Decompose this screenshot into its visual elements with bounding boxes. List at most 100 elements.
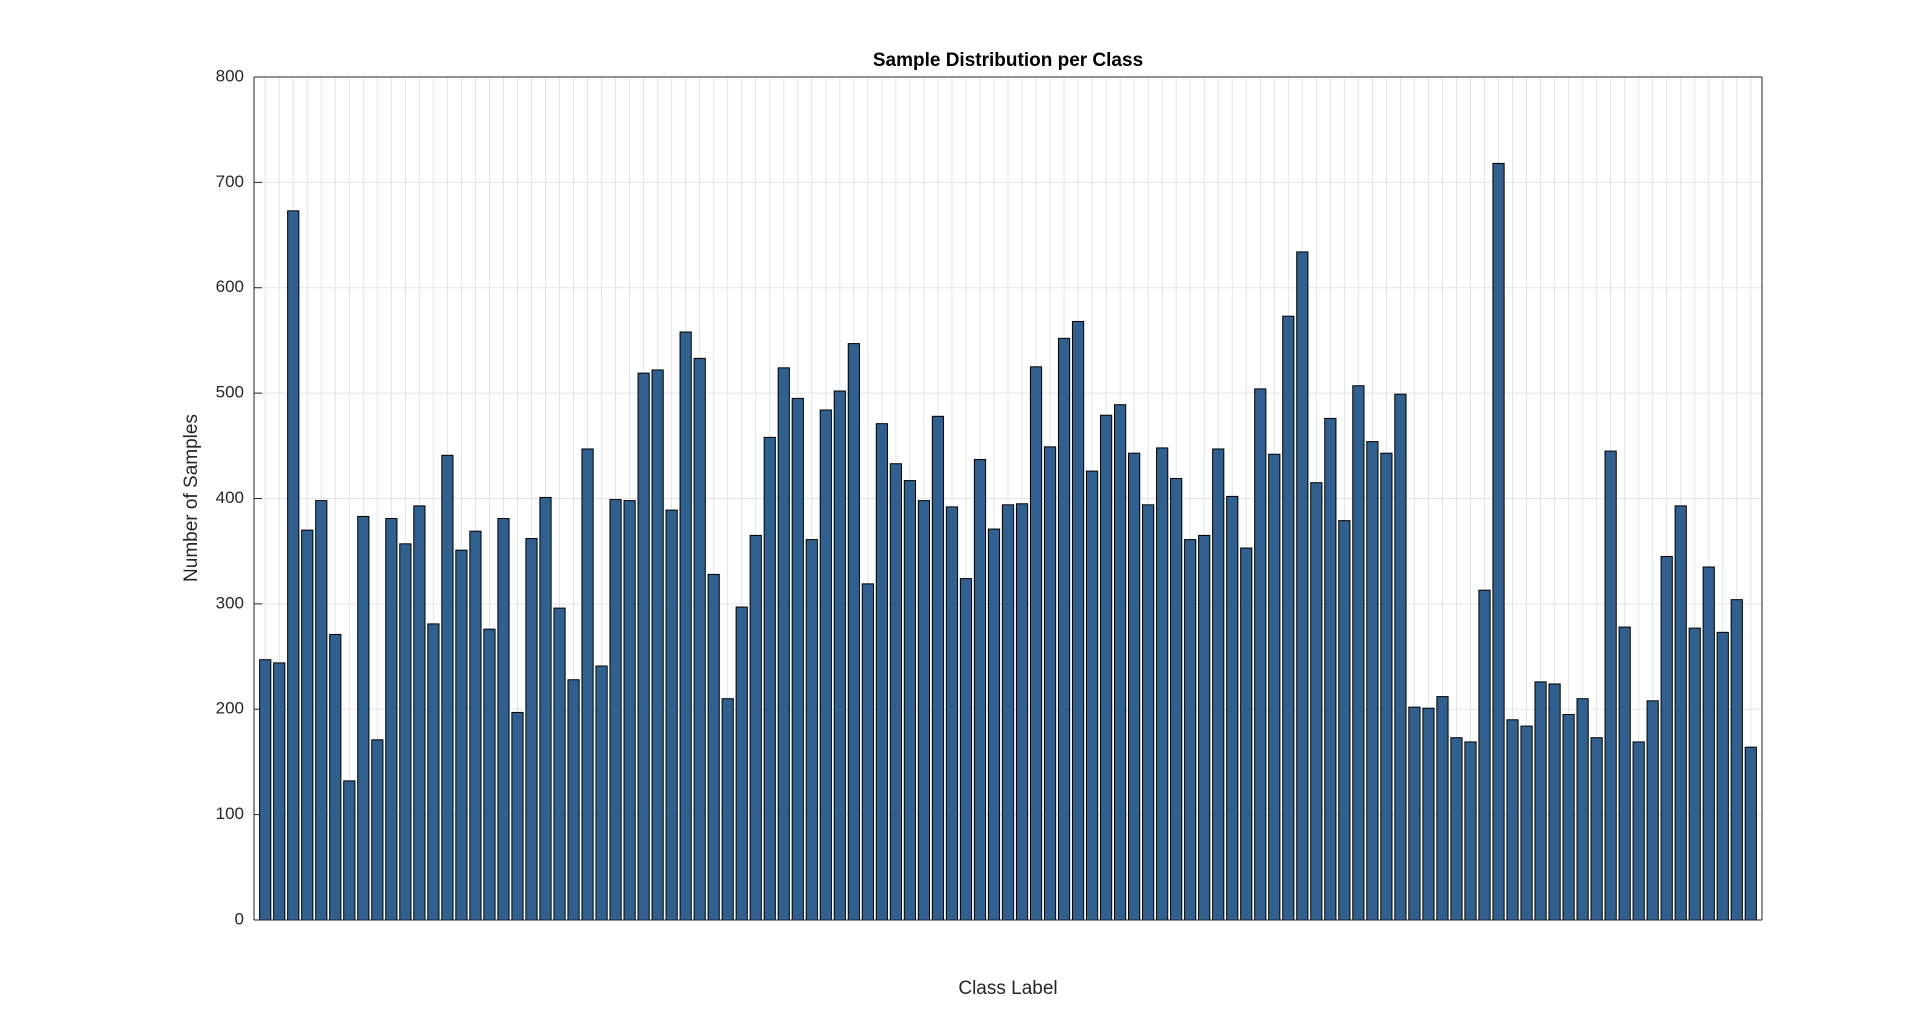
bar: [1716, 631, 1729, 921]
bar: [903, 480, 917, 921]
bar: [525, 538, 538, 921]
bar: [917, 500, 931, 921]
bar: [1534, 681, 1547, 921]
bar: [455, 549, 468, 921]
bar: [1394, 393, 1407, 921]
y-tick-label: 0: [235, 909, 244, 928]
bar: [1085, 470, 1099, 921]
bar: [1240, 547, 1253, 921]
bar: [973, 459, 987, 921]
y-tick-label: 600: [216, 277, 244, 296]
bar: [1590, 737, 1603, 921]
bar: [1674, 505, 1687, 921]
bar: [595, 665, 608, 921]
bar: [1310, 482, 1323, 921]
bar: [539, 496, 552, 921]
bar: [1156, 447, 1169, 921]
bar: [469, 530, 482, 921]
bar: [1688, 627, 1701, 921]
y-tick-label: 200: [216, 699, 244, 718]
bar: [357, 515, 370, 921]
bar: [1128, 452, 1141, 921]
bar: [553, 607, 566, 921]
bar: [889, 463, 902, 921]
bar: [1268, 453, 1281, 921]
bar: [1436, 696, 1449, 921]
bar: [763, 436, 776, 921]
bar: [749, 534, 762, 921]
bar: [259, 659, 272, 921]
bar: [1015, 503, 1029, 921]
bar: [343, 780, 356, 921]
bar: [693, 357, 706, 921]
bar: [1352, 385, 1365, 921]
bar: [637, 372, 650, 921]
bar: [567, 679, 580, 921]
bar: [623, 500, 636, 921]
bar: [399, 543, 412, 921]
bar: [945, 506, 959, 921]
bar: [273, 662, 286, 921]
bar: [1001, 504, 1015, 921]
bar: [371, 739, 384, 921]
bar: [483, 628, 496, 921]
bar: [1450, 737, 1463, 921]
bar: [1380, 452, 1393, 921]
y-tick-label: 300: [216, 593, 244, 612]
bar: [1646, 700, 1659, 921]
bar: [931, 415, 945, 921]
bar: [847, 343, 860, 921]
bar: [1226, 495, 1239, 921]
bar: [1604, 450, 1617, 921]
bar: [385, 518, 398, 921]
bar: [609, 499, 622, 921]
bar: [665, 509, 678, 921]
bar: [1184, 539, 1197, 921]
y-axis-label: Number of Samples: [181, 414, 202, 582]
y-tick-label: 400: [216, 488, 244, 507]
bar: [1296, 251, 1309, 921]
bar: [1520, 725, 1533, 921]
bar: [581, 448, 594, 921]
bar: [987, 528, 1001, 921]
bar: [1099, 414, 1113, 921]
x-axis-label: Class Label: [958, 978, 1057, 999]
bar: [1464, 741, 1477, 921]
bar: [833, 390, 846, 921]
bar: [329, 633, 342, 921]
y-tick-label: 500: [216, 383, 244, 402]
bar: [1057, 337, 1071, 921]
y-tick-label: 700: [216, 172, 244, 191]
bar: [1506, 719, 1519, 921]
bar: [413, 505, 426, 921]
bar: [1029, 366, 1043, 921]
bar: [1198, 534, 1211, 921]
bar: [651, 369, 664, 921]
y-tick-label: 100: [216, 804, 244, 823]
bar: [1043, 446, 1057, 921]
bar: [1744, 746, 1757, 921]
bar: [301, 529, 314, 921]
bar: [1702, 566, 1715, 921]
bar: [1366, 441, 1379, 921]
bar: [1170, 477, 1183, 921]
bar: [959, 578, 973, 921]
bar: [1422, 707, 1435, 921]
bar: [805, 539, 818, 921]
bar: [819, 409, 832, 921]
bar: [315, 500, 328, 921]
bar: [1632, 741, 1645, 921]
bar: [1338, 520, 1351, 921]
bar: [1324, 417, 1337, 921]
bar: [497, 518, 510, 921]
bar: [1212, 448, 1225, 921]
bar: [1562, 714, 1575, 921]
bar: [1492, 162, 1505, 921]
bar: [791, 397, 804, 921]
bar: [1071, 320, 1085, 921]
y-tick-label: 800: [216, 66, 244, 85]
bar: [1618, 626, 1631, 921]
bar: [1660, 555, 1673, 921]
chart-title: Sample Distribution per Class: [873, 50, 1143, 71]
